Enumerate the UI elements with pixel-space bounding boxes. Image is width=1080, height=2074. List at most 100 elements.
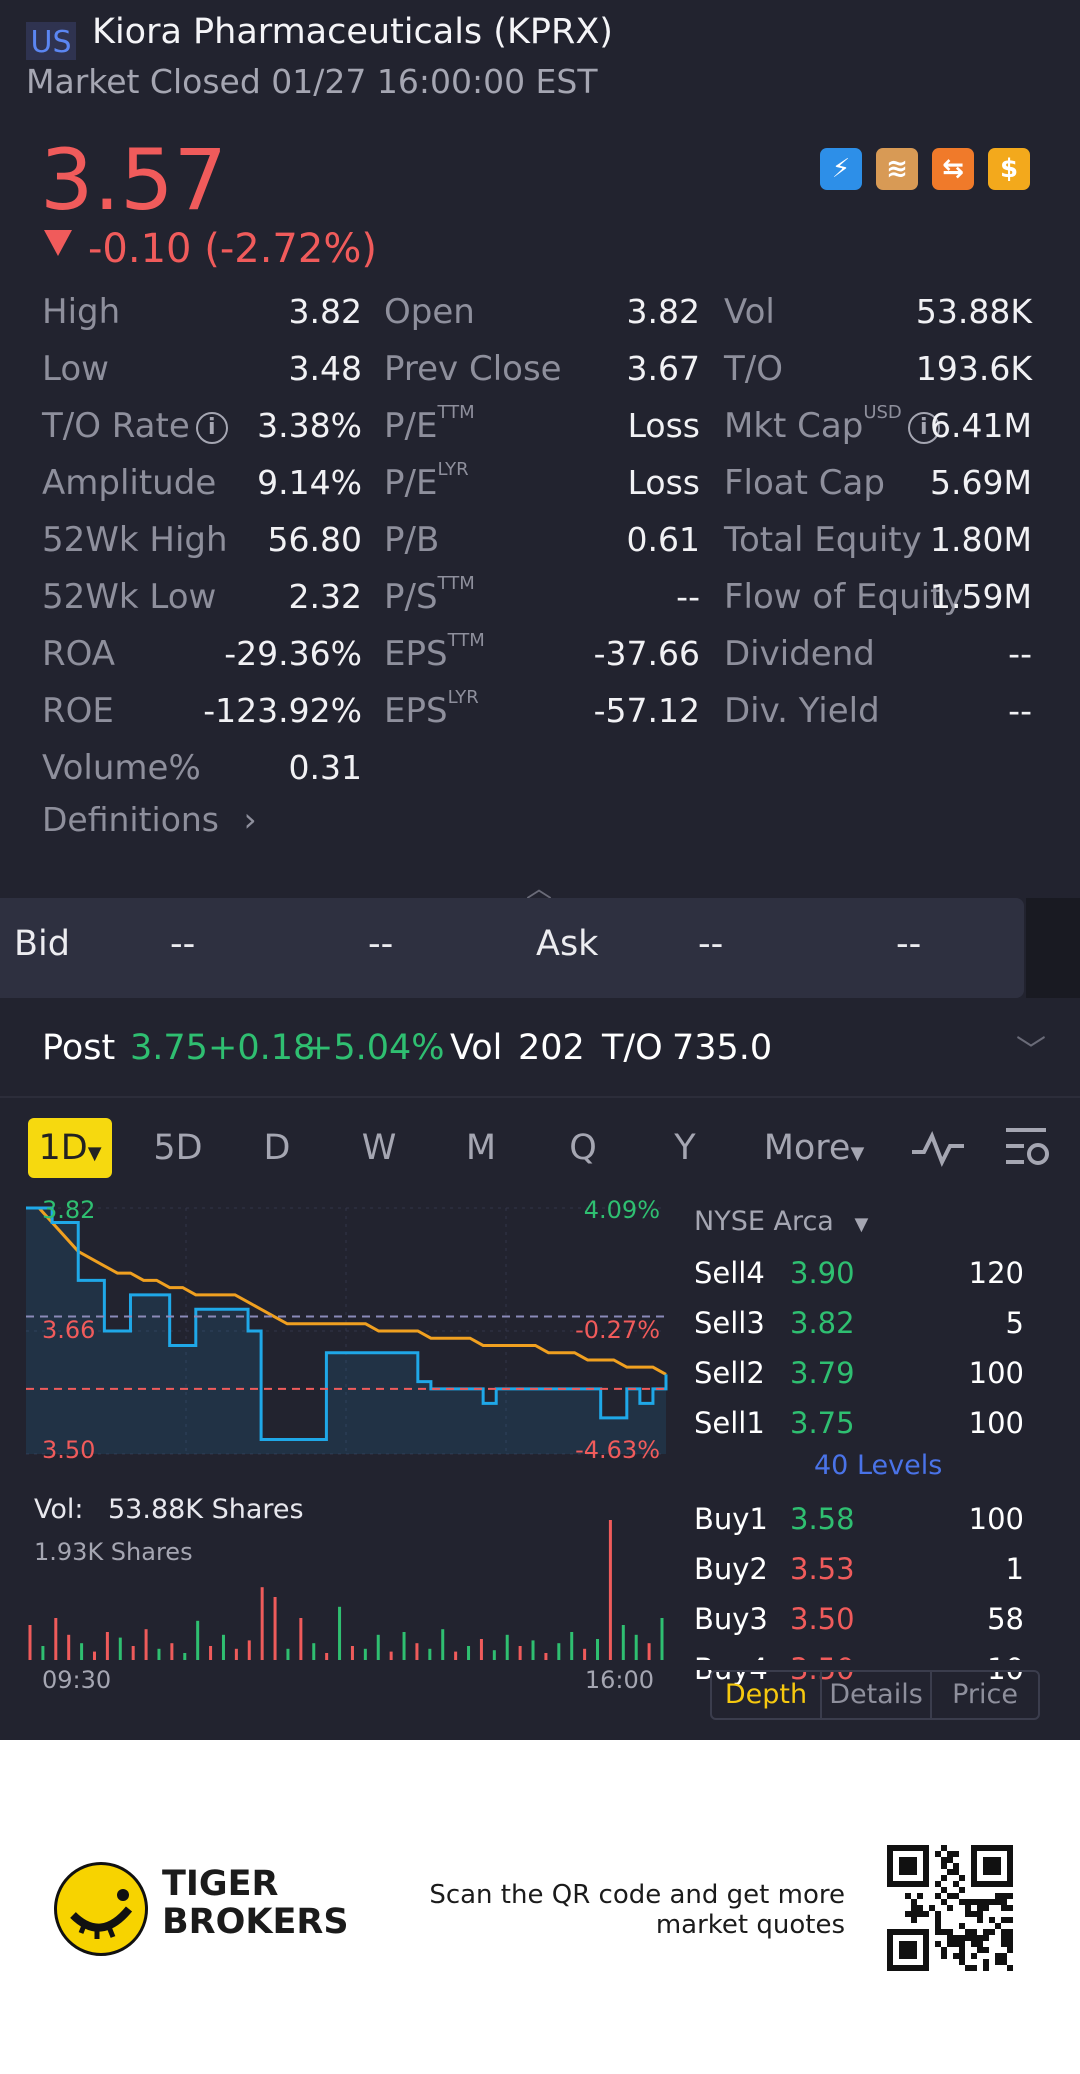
stat-value: 0.61 xyxy=(626,520,700,559)
tab-q[interactable]: Q xyxy=(569,1128,597,1168)
brand-line1: TIGER xyxy=(162,1864,279,1904)
vol-label: Vol: xyxy=(34,1494,84,1525)
qr-module xyxy=(1007,1941,1013,1947)
qr-module xyxy=(935,1893,941,1899)
levels-link[interactable]: 40 Levels xyxy=(814,1450,943,1481)
volume-bar xyxy=(338,1606,342,1660)
tab-more[interactable]: More▼ xyxy=(758,1118,870,1178)
sells-level-size: 5 xyxy=(1005,1306,1024,1340)
intraday-chart[interactable]: 3.82 3.66 3.50 4.09% -0.27% -4.63% Vol: … xyxy=(20,1192,670,1692)
indicator-icon[interactable] xyxy=(910,1122,966,1174)
stat-label-text: Open xyxy=(384,292,475,332)
tab-y[interactable]: Y xyxy=(674,1128,696,1168)
stat-label: P/STTM xyxy=(384,573,475,617)
sells-level-label: Sell3 xyxy=(694,1306,765,1340)
lightning-icon[interactable]: ⚡ xyxy=(820,148,862,190)
qr-module xyxy=(971,1899,977,1905)
stat-label: Flow of Equity xyxy=(724,577,964,617)
dollar-icon[interactable]: $ xyxy=(988,148,1030,190)
region-badge: US xyxy=(26,22,76,60)
stat-label-text: Total Equity xyxy=(724,520,922,560)
info-icon[interactable]: i xyxy=(195,411,228,444)
tab-d[interactable]: D xyxy=(263,1128,291,1168)
volume-bar xyxy=(363,1648,367,1660)
volume-bar xyxy=(247,1640,251,1660)
stat-label: Amplitude xyxy=(42,463,216,503)
stat-value: 1.59M xyxy=(930,577,1032,616)
sells-level-price[interactable]: 3.75 xyxy=(790,1406,855,1440)
volume-bar xyxy=(596,1639,600,1660)
volume-bar xyxy=(325,1653,329,1660)
qr-module xyxy=(989,1917,995,1923)
qr-module xyxy=(971,1929,977,1935)
buys-level-price[interactable]: 3.53 xyxy=(790,1552,855,1586)
volume-bar xyxy=(170,1643,174,1660)
stat-label-text: ROA xyxy=(42,634,116,674)
stat-label-text: High xyxy=(42,292,121,332)
definitions-link[interactable]: Definitions › xyxy=(42,800,257,839)
scan-line1: Scan the QR code and get more xyxy=(429,1880,845,1910)
volume-bar xyxy=(544,1653,548,1660)
sells-level-label: Sell1 xyxy=(694,1406,765,1440)
volume-bar xyxy=(92,1651,96,1660)
volume-bar xyxy=(209,1646,213,1660)
buys-level-price[interactable]: 3.58 xyxy=(790,1502,855,1536)
sells-level-price[interactable]: 3.90 xyxy=(790,1256,855,1290)
tab-w[interactable]: W xyxy=(361,1128,397,1168)
tab-price[interactable]: Price xyxy=(952,1679,1018,1710)
qr-module xyxy=(983,1959,989,1965)
qr-module xyxy=(911,1911,917,1917)
tab-1d[interactable]: 1D▼ xyxy=(28,1118,112,1178)
tab-m[interactable]: M xyxy=(465,1128,497,1168)
qr-module xyxy=(953,1893,959,1899)
x-label-start: 09:30 xyxy=(42,1666,111,1692)
exchange-icon[interactable]: ⇆ xyxy=(932,148,974,190)
tab-details[interactable]: Details xyxy=(829,1679,923,1710)
volume-bar xyxy=(286,1648,290,1660)
y-label-top: 3.82 xyxy=(42,1196,95,1224)
exchange-select[interactable]: NYSE Arca ▼ xyxy=(694,1206,868,1237)
stack-icon[interactable]: ≋ xyxy=(876,148,918,190)
qr-module xyxy=(947,1893,953,1899)
volume-bar xyxy=(376,1634,380,1660)
volume-bar xyxy=(67,1634,71,1660)
qr-module xyxy=(1001,1899,1007,1905)
post-vol: 202 xyxy=(518,1028,585,1068)
sells-level-price[interactable]: 3.82 xyxy=(790,1306,855,1340)
qr-module xyxy=(989,1899,995,1905)
chart-settings-icon[interactable] xyxy=(1002,1120,1052,1172)
chevron-down-icon[interactable]: ﹀ xyxy=(1016,1034,1046,1069)
chevron-right-icon: › xyxy=(243,800,257,839)
qr-module xyxy=(1001,1953,1007,1959)
post-market-row[interactable]: Post 3.75 +0.18 +5.04% Vol 202 T/O 735.0… xyxy=(0,1000,1080,1098)
qr-module xyxy=(959,1887,965,1893)
qr-module xyxy=(935,1929,941,1935)
stat-value: 3.82 xyxy=(626,292,700,331)
sells-level-price[interactable]: 3.79 xyxy=(790,1356,855,1390)
qr-module xyxy=(941,1857,947,1863)
buys-level-label: Buy3 xyxy=(694,1602,768,1636)
qr-module xyxy=(995,1893,1001,1899)
stat-label: 52Wk Low xyxy=(42,577,216,617)
qr-module xyxy=(947,1851,953,1857)
stat-label-text: P/E xyxy=(384,406,438,446)
chart-grid xyxy=(26,1207,666,1455)
qr-module xyxy=(1007,1917,1013,1923)
volume-bar xyxy=(312,1643,316,1660)
info-icon[interactable]: i xyxy=(907,411,940,444)
volume-bar xyxy=(389,1651,393,1660)
tab-5d[interactable]: 5D xyxy=(153,1128,203,1168)
volume-bar xyxy=(157,1648,161,1660)
buys-level-price[interactable]: 3.50 xyxy=(790,1602,855,1636)
stat-label-text: P/B xyxy=(384,520,440,560)
qr-module xyxy=(935,1917,941,1923)
sells-level-size: 100 xyxy=(968,1406,1024,1440)
tab-more-label: More xyxy=(763,1128,851,1168)
tab-depth[interactable]: Depth xyxy=(724,1679,808,1710)
qr-module xyxy=(917,1893,923,1899)
volume-bar xyxy=(634,1634,638,1660)
stat-label: Mkt CapUSDi xyxy=(724,402,940,446)
stat-label-text: Volume% xyxy=(42,748,201,788)
qr-module xyxy=(965,1929,971,1935)
volume-bars xyxy=(28,1520,664,1660)
